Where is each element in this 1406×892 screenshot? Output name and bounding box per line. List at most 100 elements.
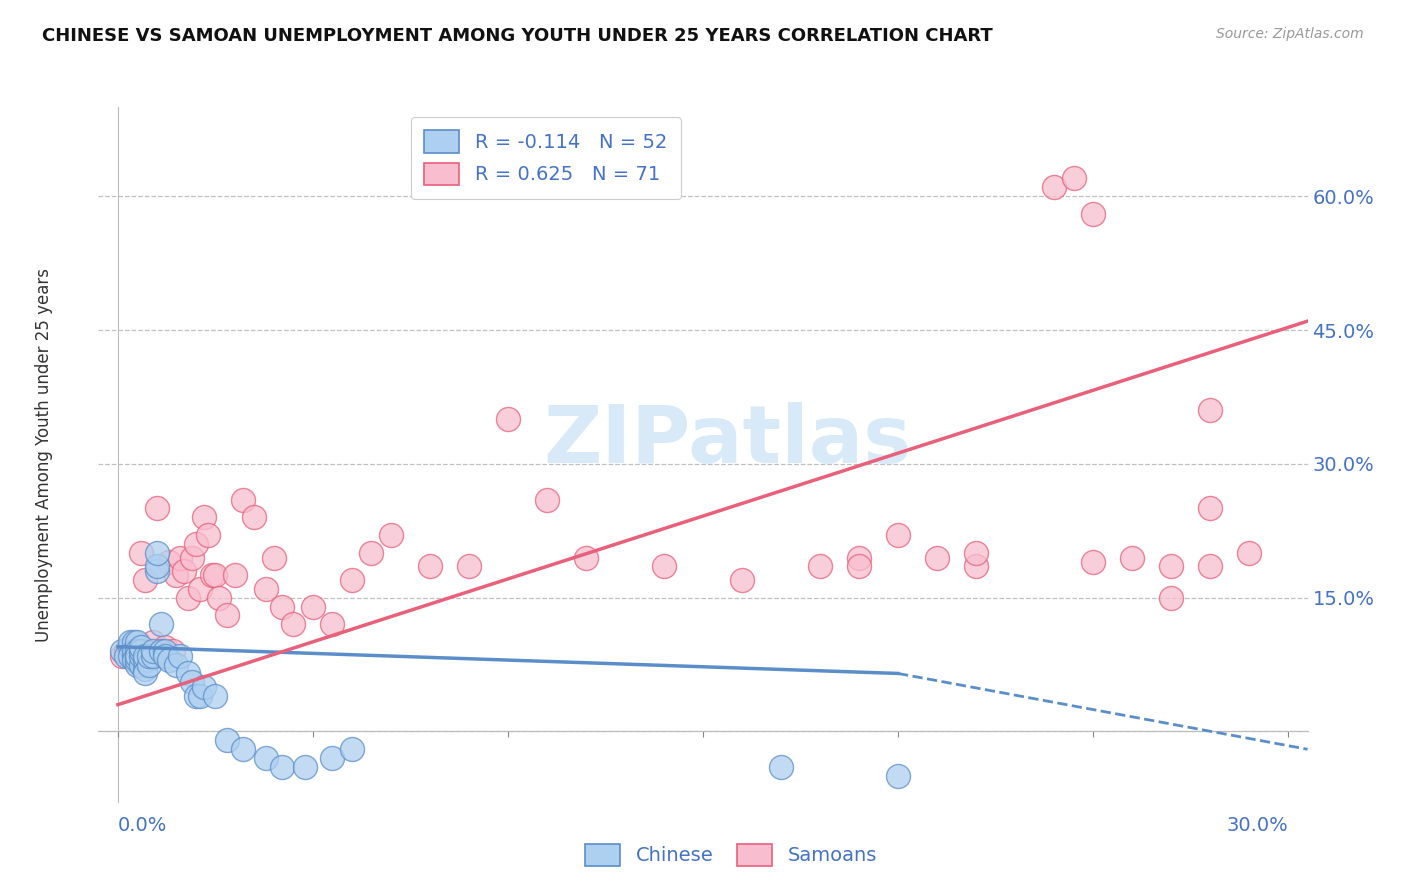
Point <box>965 546 987 560</box>
Point <box>131 657 153 672</box>
Text: ZIPatlas: ZIPatlas <box>543 402 911 480</box>
Point <box>321 617 343 632</box>
Point <box>111 644 134 658</box>
Point <box>127 648 149 663</box>
Point <box>146 648 169 663</box>
Point <box>200 568 222 582</box>
Point <box>127 653 149 667</box>
Point <box>232 492 254 507</box>
Point <box>188 689 211 703</box>
Point <box>360 546 382 560</box>
Point <box>127 648 149 663</box>
Point <box>302 599 325 614</box>
Point <box>138 644 160 658</box>
Point <box>134 573 156 587</box>
Point <box>184 537 207 551</box>
Point <box>165 657 187 672</box>
Point <box>204 568 226 582</box>
Point <box>118 635 141 649</box>
Point <box>149 617 172 632</box>
Point <box>177 666 200 681</box>
Point <box>1081 207 1104 221</box>
Point <box>134 662 156 676</box>
Point <box>965 559 987 574</box>
Point <box>138 657 160 672</box>
Point <box>193 510 215 524</box>
Point <box>157 653 180 667</box>
Point <box>146 564 169 578</box>
Point <box>142 648 165 663</box>
Point <box>848 550 870 565</box>
Point <box>270 599 292 614</box>
Point <box>496 412 519 426</box>
Point <box>380 528 402 542</box>
Point <box>181 550 204 565</box>
Text: Source: ZipAtlas.com: Source: ZipAtlas.com <box>1216 27 1364 41</box>
Point <box>118 648 141 663</box>
Point <box>131 644 153 658</box>
Point <box>208 591 231 605</box>
Point <box>131 644 153 658</box>
Point <box>134 666 156 681</box>
Point <box>808 559 831 574</box>
Point <box>254 751 277 765</box>
Point <box>142 635 165 649</box>
Point <box>131 546 153 560</box>
Point <box>204 689 226 703</box>
Legend: Chinese, Samoans: Chinese, Samoans <box>574 832 889 878</box>
Text: CHINESE VS SAMOAN UNEMPLOYMENT AMONG YOUTH UNDER 25 YEARS CORRELATION CHART: CHINESE VS SAMOAN UNEMPLOYMENT AMONG YOU… <box>42 27 993 45</box>
Point <box>134 648 156 663</box>
Point <box>340 742 363 756</box>
Text: Unemployment Among Youth under 25 years: Unemployment Among Youth under 25 years <box>35 268 53 642</box>
Point <box>1199 403 1222 417</box>
Point <box>127 657 149 672</box>
Point <box>142 648 165 663</box>
Point <box>138 648 160 663</box>
Point <box>887 528 910 542</box>
Point <box>138 648 160 663</box>
Point <box>127 648 149 663</box>
Point <box>134 648 156 663</box>
Point <box>1237 546 1260 560</box>
Point <box>118 640 141 654</box>
Point <box>114 644 136 658</box>
Point <box>122 635 145 649</box>
Point <box>114 648 136 663</box>
Point <box>169 648 191 663</box>
Point <box>127 635 149 649</box>
Point <box>1081 555 1104 569</box>
Text: 30.0%: 30.0% <box>1226 816 1288 835</box>
Point <box>243 510 266 524</box>
Point <box>177 591 200 605</box>
Point <box>254 582 277 596</box>
Point <box>1160 559 1182 574</box>
Point <box>925 550 948 565</box>
Point <box>270 760 292 774</box>
Point <box>848 559 870 574</box>
Point <box>153 644 176 658</box>
Point <box>283 617 305 632</box>
Point <box>142 644 165 658</box>
Point <box>1043 180 1066 194</box>
Point <box>122 648 145 663</box>
Point <box>131 648 153 663</box>
Point <box>458 559 481 574</box>
Point <box>294 760 316 774</box>
Point <box>575 550 598 565</box>
Point <box>153 640 176 654</box>
Point <box>153 648 176 663</box>
Point <box>118 640 141 654</box>
Point <box>169 550 191 565</box>
Point <box>197 528 219 542</box>
Point <box>340 573 363 587</box>
Point <box>122 644 145 658</box>
Point <box>1199 501 1222 516</box>
Point <box>122 648 145 663</box>
Point <box>184 689 207 703</box>
Point <box>162 644 184 658</box>
Point <box>1199 559 1222 574</box>
Point <box>173 564 195 578</box>
Point <box>1063 171 1085 186</box>
Point <box>193 680 215 694</box>
Point <box>217 733 239 747</box>
